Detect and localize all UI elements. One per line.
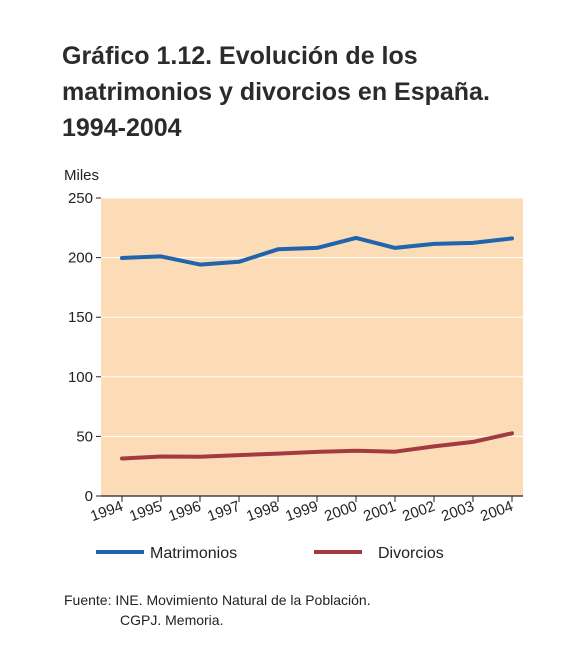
x-tick-label: 1997 [205, 498, 242, 525]
x-tick-label: 2003 [439, 498, 476, 525]
y-tick-label: 250 [68, 190, 93, 207]
x-tick-label: 2004 [478, 498, 515, 525]
x-tick-label: 1995 [127, 498, 164, 525]
legend-label-divorcios: Divorcios [378, 545, 444, 562]
source-note: Fuente: INE. Movimiento Natural de la Po… [64, 590, 371, 630]
x-tick-label: 2000 [322, 498, 359, 525]
chart-title: Gráfico 1.12. Evolución de los matrimoni… [62, 42, 490, 142]
y-tick-label: 50 [76, 428, 93, 445]
x-tick-label: 1999 [283, 498, 320, 525]
series-line-divorcios [120, 431, 514, 461]
x-tick-label: 1998 [244, 498, 281, 525]
x-tick-label: 2002 [400, 498, 437, 525]
y-axis: 0 50 100 150 200 250 [68, 190, 101, 505]
x-tick-label: 1996 [166, 498, 203, 525]
y-tick-label: 0 [85, 488, 93, 505]
y-tick-label: 200 [68, 250, 93, 267]
legend-label-matrimonios: Matrimonios [150, 545, 237, 562]
y-tick-label: 100 [68, 369, 93, 386]
series-lines [120, 235, 514, 461]
x-tick-label: 1994 [88, 498, 125, 525]
source-line-1: Fuente: INE. Movimiento Natural de la Po… [64, 592, 371, 608]
y-tick-label: 150 [68, 309, 93, 326]
x-axis: 1994 1995 1996 1997 1998 1999 2000 2001 2002 2003… [88, 495, 523, 525]
y-axis-label: Miles [64, 167, 99, 184]
x-tick-label: 2001 [361, 498, 398, 525]
source-line-2: CGPJ. Memoria. [120, 612, 224, 628]
series-line-matrimonios [120, 235, 514, 267]
legend: Matrimonios Divorcios [96, 545, 444, 562]
